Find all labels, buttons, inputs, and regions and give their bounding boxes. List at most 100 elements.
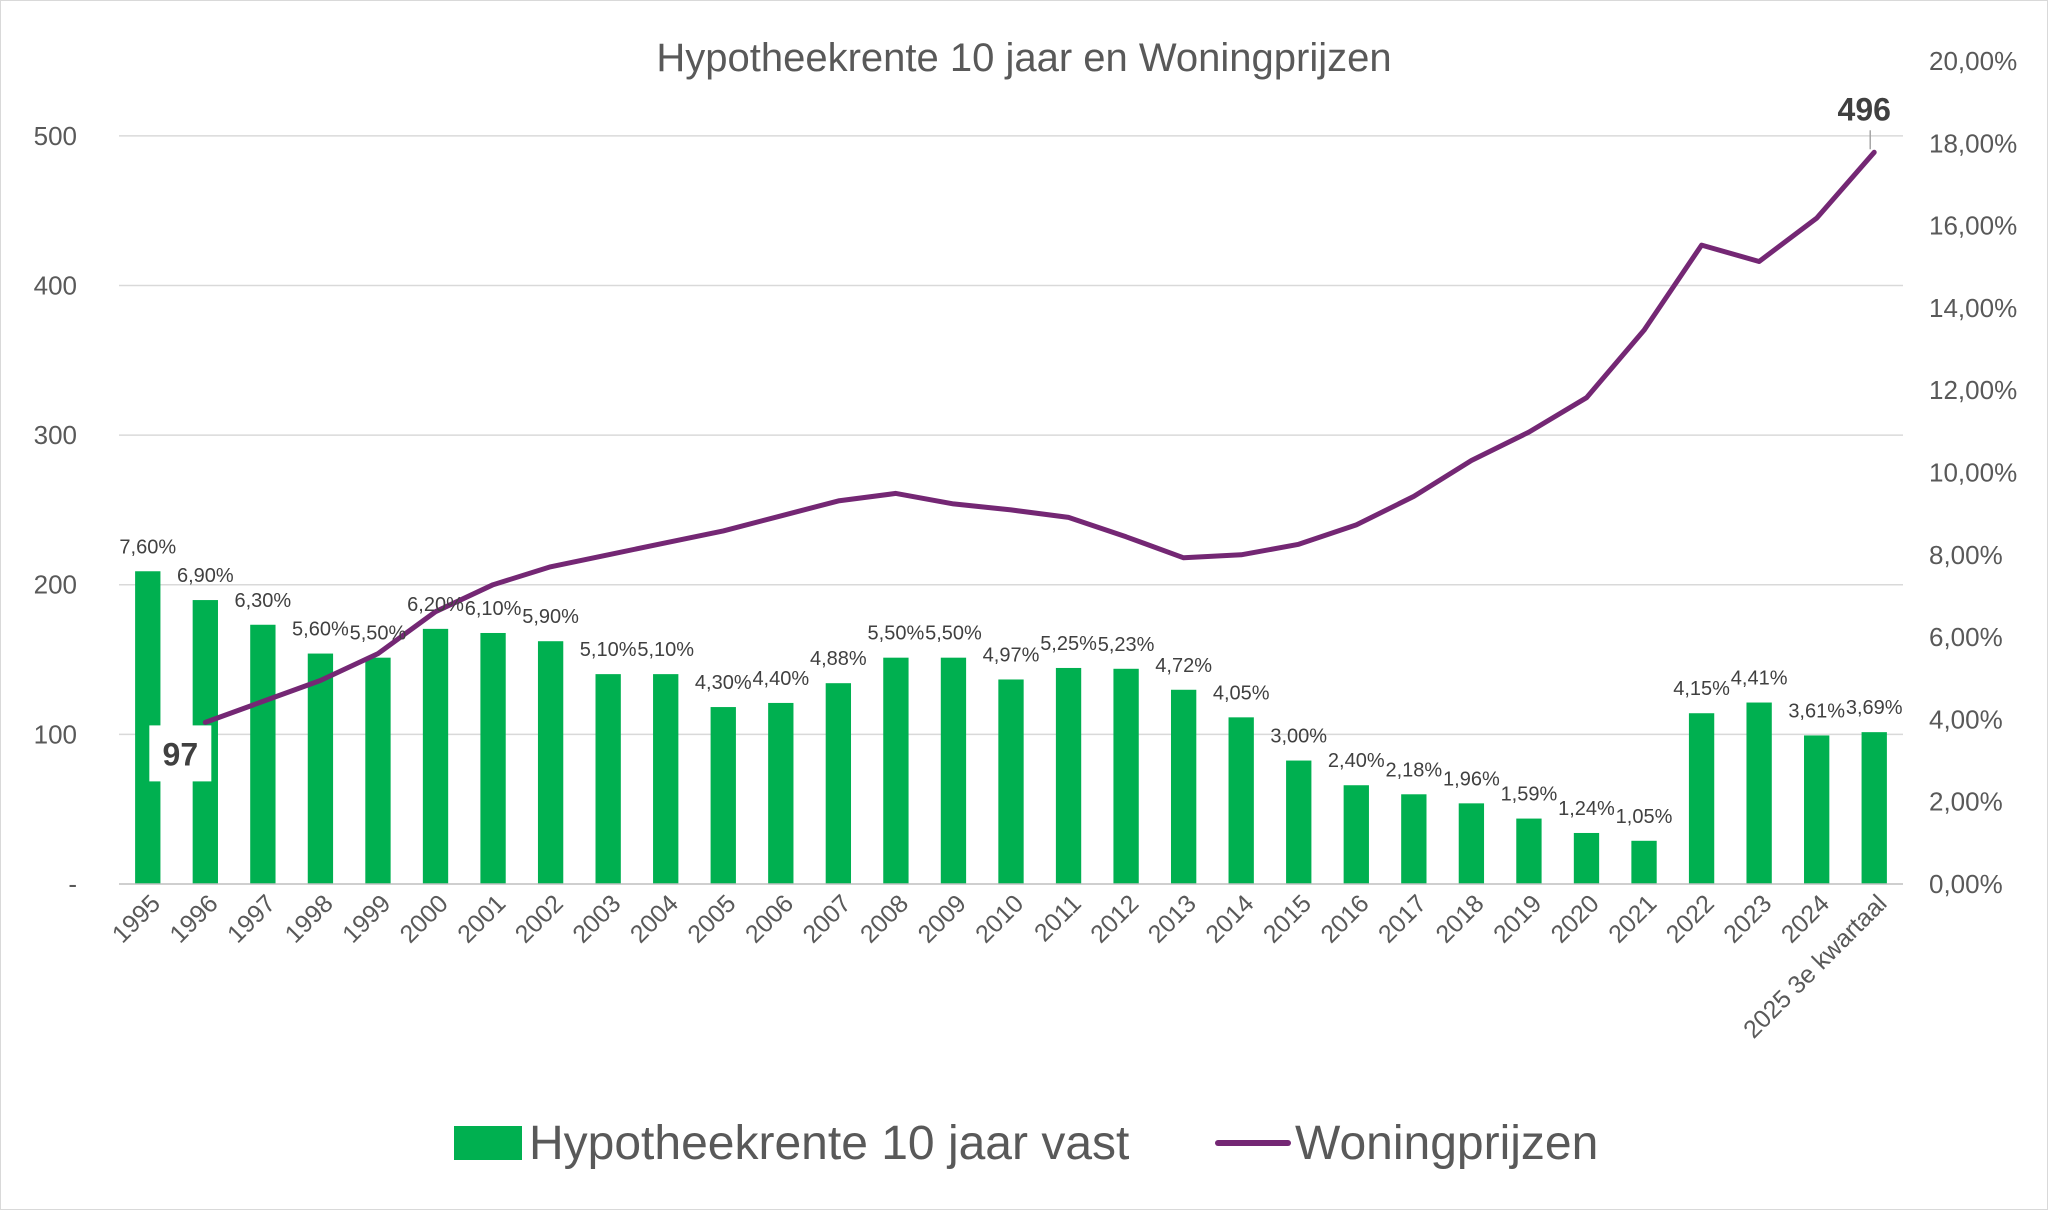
bar-2006 [768,702,794,884]
x-tick-2010: 2010 [970,889,1029,948]
x-tick-2013: 2013 [1143,889,1202,948]
bar-label-2008: 5,50% [868,623,925,645]
bar-label-2014: 4,05% [1213,682,1270,704]
bar-label-2005: 4,30% [695,672,752,694]
bar-label-2006: 4,40% [752,668,809,690]
bar-label-2011: 5,25% [1040,633,1097,655]
bar-1997 [250,624,276,884]
bar-label-2015: 3,00% [1270,726,1327,748]
bar-2023 [1746,702,1772,884]
x-tick-2018: 2018 [1430,889,1489,948]
y-right-tick-9: 18,00% [1929,128,2017,158]
bar-label-2009: 5,50% [925,623,982,645]
bar-label-2022: 4,15% [1673,678,1730,700]
callout-start-value: 97 [163,736,199,772]
x-tick-2008: 2008 [855,889,914,948]
bar-2021 [1631,840,1657,884]
x-tick-1998: 1998 [280,889,339,948]
x-tick-2006: 2006 [740,889,799,948]
axes: - 100 200 300 400 500 0,00% 2,00% 4,00% 6,00% 8,00… [34,46,2018,1044]
bar-2010 [998,679,1024,884]
bar-2020 [1573,832,1600,884]
legend-swatch-bars [454,1126,522,1160]
bar-label-2021: 1,05% [1616,806,1673,828]
chart-title: Hypotheekrente 10 jaar en Woningprijzen [656,36,1391,80]
y-left-tick-300: 300 [34,420,77,450]
x-tick-2001: 2001 [452,889,511,948]
bar-2007 [825,683,852,884]
y-right-tick-10: 20,00% [1929,46,2017,76]
y-left-tick-500: 500 [34,121,77,151]
bar-2016 [1343,785,1369,884]
bar-series [135,571,1887,884]
bar-label-2023: 4,41% [1731,668,1788,690]
bar-label-2024: 3,61% [1788,700,1845,722]
bar-2001 [480,632,506,884]
bar-label-2004: 5,10% [637,639,694,661]
bar-2017 [1401,794,1427,884]
bar-2002 [537,641,564,884]
bar-1999 [365,657,391,884]
x-tick-2023: 2023 [1718,889,1777,948]
x-tick-2019: 2019 [1488,889,1547,948]
x-tick-2002: 2002 [510,889,569,948]
bar-2005 [710,707,736,884]
y-left-tick-200: 200 [34,570,77,600]
x-tick-2000: 2000 [395,889,454,948]
x-tick-2016: 2016 [1315,889,1374,948]
y-right-tick-0: 0,00% [1929,869,2003,899]
y-right-tick-6: 12,00% [1929,375,2017,405]
bar-2012 [1113,668,1139,884]
legend-label-woningprijzen: Woningprijzen [1295,1117,1598,1170]
bar-2022 [1688,713,1715,884]
bar-label-2012: 5,23% [1098,634,1155,656]
data-labels: 7,60%6,90%6,30%5,60% 5,50%6,20% 6,10% 5,90%… [119,91,1902,828]
x-tick-2017: 2017 [1373,889,1432,948]
y-right-tick-2: 4,00% [1929,704,2003,734]
y-right-tick-4: 8,00% [1929,540,2003,570]
bar-2013 [1170,689,1197,884]
bar-label-2019: 1,59% [1501,784,1558,806]
y-right-tick-8: 16,00% [1929,211,2017,241]
x-tick-2015: 2015 [1258,889,1317,948]
bar-2019 [1516,818,1542,884]
bar-label-2025-3e-kwartaal: 3,69% [1846,697,1903,719]
x-tick-2021: 2021 [1603,889,1662,948]
bar-label-1995: 7,60% [119,536,176,558]
bar-2015 [1286,760,1312,884]
x-tick-2005: 2005 [682,889,741,948]
x-tick-2022: 2022 [1661,889,1720,948]
bar-label-2001: 6,10% [465,598,522,620]
bar-label-2007: 4,88% [810,648,867,670]
bar-label-2013: 4,72% [1155,655,1212,677]
x-tick-2004: 2004 [625,889,684,948]
x-tick-2003: 2003 [567,889,626,948]
bar-2003 [595,674,621,884]
y-right-tick-7: 14,00% [1929,293,2017,323]
bar-label-2003: 5,10% [580,639,637,661]
x-tick-2009: 2009 [913,889,972,948]
y-right-tick-5: 10,00% [1929,458,2017,488]
x-tick-2014: 2014 [1200,889,1259,948]
bar-label-2000: 6,20% [407,594,464,616]
line-series [202,149,1877,725]
x-tick-2011: 2011 [1029,889,1087,947]
bar-label-1999: 5,50% [350,623,407,645]
bar-2009 [940,657,967,884]
callout-end-value: 496 [1838,91,1891,127]
line-woningprijzen [202,149,1877,725]
gridlines [119,135,1903,736]
legend-label-hypotheekrente: Hypotheekrente 10 jaar vast [529,1117,1129,1170]
bar-label-2020: 1,24% [1558,798,1615,820]
bar-label-1997: 6,30% [235,590,292,612]
x-tick-1995: 1995 [107,889,166,948]
y-left-tick-0: - [68,869,77,899]
bar-label-2018: 1,96% [1443,768,1500,790]
bar-2024 [1804,735,1830,884]
bar-2000 [422,628,449,884]
x-tick-1997: 1997 [222,889,281,948]
x-tick-2020: 2020 [1546,889,1605,948]
bar-2008 [883,657,909,884]
